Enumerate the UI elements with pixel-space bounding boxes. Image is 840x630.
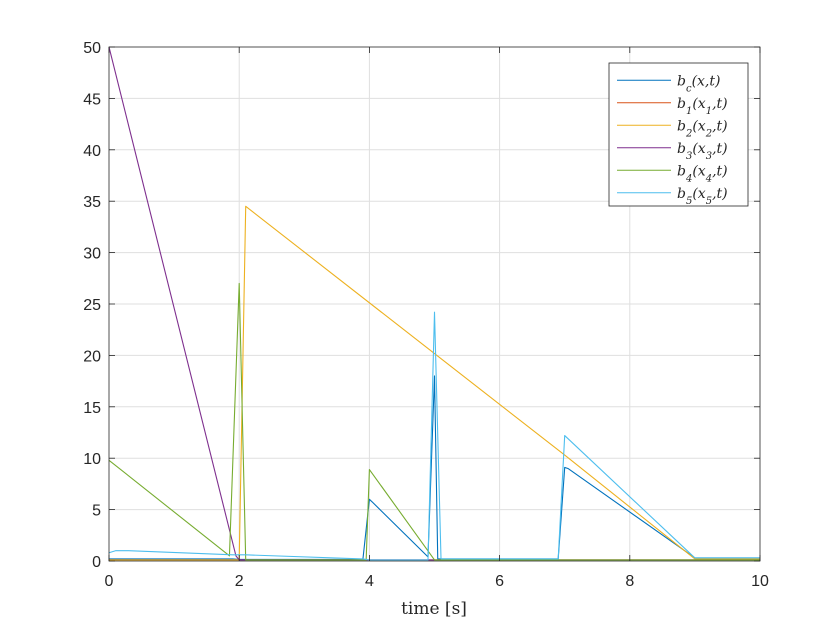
x-tick-label: 0 [105,573,114,590]
legend-label-1: bc(x,t) [677,73,720,94]
y-tick-label: 20 [83,348,101,365]
y-tick-label: 40 [83,143,101,160]
y-tick-label: 10 [83,451,101,468]
legend-label-5: b4(x4,t) [677,163,728,184]
y-tick-label: 25 [83,297,101,314]
x-axis-label: time [s] [401,599,467,619]
x-tick-label: 10 [751,573,769,590]
y-tick-label: 30 [83,246,101,263]
legend-label-3: b2(x2,t) [677,118,728,139]
y-tick-label: 45 [83,91,101,108]
x-tick-label: 6 [495,573,504,590]
legend-box [608,62,749,207]
y-tick-label: 50 [83,40,101,57]
y-tick-label: 5 [92,503,101,520]
legend-label-6: b5(x5,t) [677,186,728,207]
y-tick-label: 15 [83,400,101,417]
series-line-3 [109,205,760,561]
x-tick-label: 8 [625,573,634,590]
x-tick-label: 2 [235,573,244,590]
legend-label-4: b3(x3,t) [677,141,728,162]
axis-ticks: 0 2 4 6 8 10 0 5 10 15 20 25 30 35 40 45 50 [83,40,769,590]
y-tick-label: 35 [83,194,101,211]
legend: bc(x,t)b1(x1,t)b2(x2,t)b3(x3,t)b4(x4,t)b… [608,62,749,207]
legend-label-2: b1(x1,t) [677,96,728,117]
y-tick-label: 0 [92,554,101,571]
x-tick-label: 4 [365,573,374,590]
